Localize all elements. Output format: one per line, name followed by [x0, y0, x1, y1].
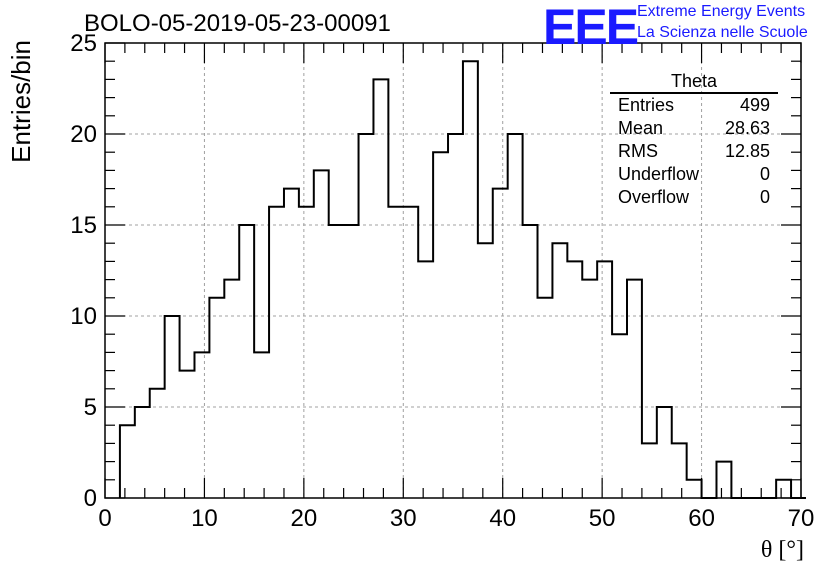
stats-row-mean: Mean 28.63 — [610, 117, 778, 140]
y-axis-title: Entries/bin — [6, 40, 36, 163]
x-tick-labels: 0 10 20 30 40 50 60 70 — [98, 505, 814, 532]
x-tick-label: 20 — [291, 505, 318, 532]
stats-value: 0 — [759, 164, 770, 184]
x-tick-label: 70 — [788, 505, 815, 532]
stats-key: Underflow — [618, 164, 700, 184]
y-tick-label: 5 — [84, 394, 97, 421]
y-tick-label: 10 — [70, 303, 97, 330]
stats-key: RMS — [618, 141, 658, 161]
x-tick-label: 60 — [688, 505, 715, 532]
x-tick-label: 0 — [98, 505, 111, 532]
brand-line-2: La Scienza nelle Scuole — [637, 24, 808, 41]
run-title: BOLO-05-2019-05-23-00091 — [84, 10, 391, 37]
stats-key: Entries — [618, 95, 675, 115]
plot-frame — [104, 42, 802, 499]
x-axis-title: θ [°] — [761, 537, 804, 563]
y-tick-label: 0 — [84, 485, 97, 512]
x-tick-label: 40 — [489, 505, 516, 532]
axis-ticks — [104, 42, 802, 499]
stats-title: Theta — [610, 71, 778, 94]
histogram-line — [118, 60, 806, 499]
brand-line-1: Extreme Energy Events — [637, 3, 806, 20]
stats-value: 12.85 — [724, 141, 770, 161]
stats-row-underflow: Underflow 0 — [610, 163, 778, 186]
stats-value: 28.63 — [724, 118, 770, 138]
y-tick-labels: 0 5 10 15 20 25 — [70, 30, 97, 512]
stats-key: Overflow — [618, 187, 690, 207]
x-tick-label: 10 — [191, 505, 218, 532]
y-tick-label: 20 — [70, 121, 97, 148]
y-tick-label: 25 — [70, 30, 97, 57]
stats-row-overflow: Overflow 0 — [610, 186, 778, 209]
stats-value: 0 — [759, 187, 770, 207]
eee-logo: EEE — [543, 0, 639, 55]
stats-box: Theta Entries 499 Mean 28.63 RMS 12.85 U… — [610, 71, 778, 209]
stats-key: Mean — [618, 118, 664, 138]
stats-value: 499 — [739, 95, 770, 115]
x-tick-label: 50 — [589, 505, 616, 532]
y-tick-label: 15 — [70, 212, 97, 239]
stats-row-entries: Entries 499 — [610, 94, 778, 117]
stats-row-rms: RMS 12.85 — [610, 140, 778, 163]
x-tick-label: 30 — [390, 505, 417, 532]
